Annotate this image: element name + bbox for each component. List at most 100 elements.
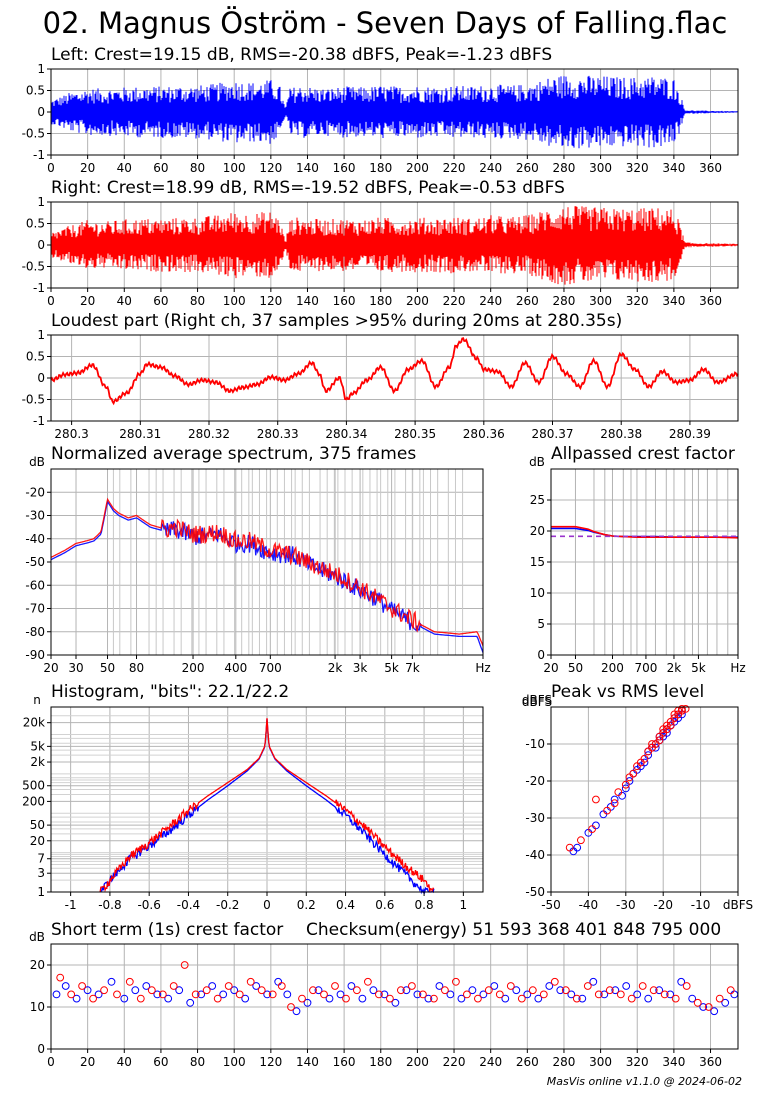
short_term-point-left [523,990,532,999]
short_term-point-left [435,982,444,990]
histogram-y-tick-label: 3 [37,866,45,880]
histogram-x-tick-label: 0.2 [297,898,316,912]
short_term-point-right [246,977,255,986]
loudest-part-title: Loudest part (Right ch, 37 samples >95% … [51,311,623,331]
short_term-point-left [153,990,162,999]
short_term-point-right [715,994,724,1003]
short_term-point-right [169,982,178,990]
short_term-point-left [424,994,433,1003]
short_term-panel: 0 20 40 60 80 100 120 140 160 180 200 220 240 260 280 3… [29,930,739,1069]
histogram-y-tick-label: 500 [22,779,45,793]
right_wave-x-tick-label: 180 [369,294,392,308]
allpass-x-tick-label: 20 [543,661,558,675]
histogram-y-tick-label: 5k [30,739,45,753]
loudest-x-tick-label: 280.35 [394,427,436,441]
short_term-point-right [419,990,427,999]
short_term-point-left [534,994,543,1003]
loudest-y-tick-label: 1 [37,328,45,342]
short_term-point-left [622,982,631,990]
peak_rms-point-right [681,705,690,713]
short_term-point-left [219,990,228,999]
histogram-x-tick-label: -0.4 [177,898,200,912]
histogram-x-tick-label: 0.4 [336,898,355,912]
right_wave-x-tick-label: 140 [296,294,319,308]
short_term-point-right [298,994,306,1003]
right_wave-x-tick-label: 260 [516,294,539,308]
left_wave-x-tick-label: 280 [553,161,576,175]
right_wave-y-tick-label: -1 [33,281,45,295]
short_term-point-right [463,990,471,999]
spectrum-x-tick-label: 2k [328,661,343,675]
peak_rms-point-left [610,795,619,804]
histogram-y-axis-label: n [33,693,41,707]
short_term-point-right [397,986,405,995]
right_wave-x-tick-label: 160 [333,294,356,308]
short_term-point-left [567,990,576,999]
spectrum-y-tick-label: -20 [25,485,45,499]
short-term-title: Short term (1s) crest factor [51,920,284,940]
short_term-point-right [649,986,658,995]
peak_rms-x-tick-label: dBFS [723,898,753,912]
short_term-point-right [224,982,233,990]
short_term-point-right [56,973,65,982]
loudest-y-tick-label: -0.5 [22,393,45,407]
short_term-point-right [539,990,548,999]
short_term-point-left [72,994,81,1003]
short_term-point-left [347,982,356,990]
peak_rms-point-right [603,806,611,815]
short_term-x-tick-label: 100 [223,1055,246,1069]
short_term-x-tick-label: 140 [296,1055,319,1069]
right_wave-x-tick-label: 220 [443,294,466,308]
left_wave-y-tick-label: 1 [37,62,45,76]
left_wave-y-tick-label: 0.5 [26,84,45,98]
short_term-point-right [202,986,211,995]
allpass-y-tick-label: 10 [530,586,545,600]
loudest-border [50,334,739,422]
short_term-point-left [699,1003,708,1011]
left_wave-x-tick-label: 200 [406,161,429,175]
short_term-point-right [89,994,97,1003]
short_term-x-tick-label: 20 [80,1055,95,1069]
left_wave-x-tick-label: 260 [516,161,539,175]
peak_rms-point-right [678,705,686,713]
short_term-point-right [726,986,735,995]
short_term-point-right [528,986,537,995]
histogram-y-tick-label: 200 [22,794,45,808]
peak_rms-point-left [573,843,582,852]
short_term-point-right [320,990,328,999]
short_term-x-tick-label: 260 [516,1055,539,1069]
short_term-point-left [402,986,411,995]
right_wave-x-tick-label: 120 [259,294,282,308]
peak_rms-point-left [621,784,630,793]
short_term-point-left [655,986,664,995]
short_term-point-left [512,986,521,995]
short_term-point-right [213,994,222,1003]
allpass-y-tick-label: 0 [537,648,545,662]
short_term-point-left [369,986,378,995]
peak_rms-point-right [577,836,585,845]
short_term-point-right [693,998,702,1007]
left_wave-border [50,68,739,156]
short_term-point-left [230,986,239,995]
peak_rms-x-tick-label: -40 [579,898,599,912]
peak_rms-y-tick-label: -10 [525,737,545,751]
left_wave-y-tick-label: -1 [33,148,45,162]
short_term-point-right [682,982,691,990]
loudest-line [50,337,739,406]
left_wave-x-tick-label: 240 [479,161,502,175]
left_wave-x-tick-label: 0 [47,161,55,175]
histogram-y-tick-label: 2k [30,755,45,769]
short_term-x-tick-label: 220 [443,1055,466,1069]
short_term-point-left [391,998,400,1007]
right_wave-x-tick-label: 360 [699,294,722,308]
short_term-point-right [594,990,603,999]
peak_rms-y-tick-label: -30 [525,811,545,825]
allpass-y-tick-label: 25 [530,493,545,507]
short_term-x-tick-label: 320 [626,1055,649,1069]
short_term-point-right [627,994,636,1003]
short_term-border [50,943,739,1050]
short_term-point-right [430,994,438,1003]
short_term-point-left [578,994,587,1003]
short_term-point-left [644,994,653,1003]
short_term-x-tick-label: 60 [153,1055,168,1069]
